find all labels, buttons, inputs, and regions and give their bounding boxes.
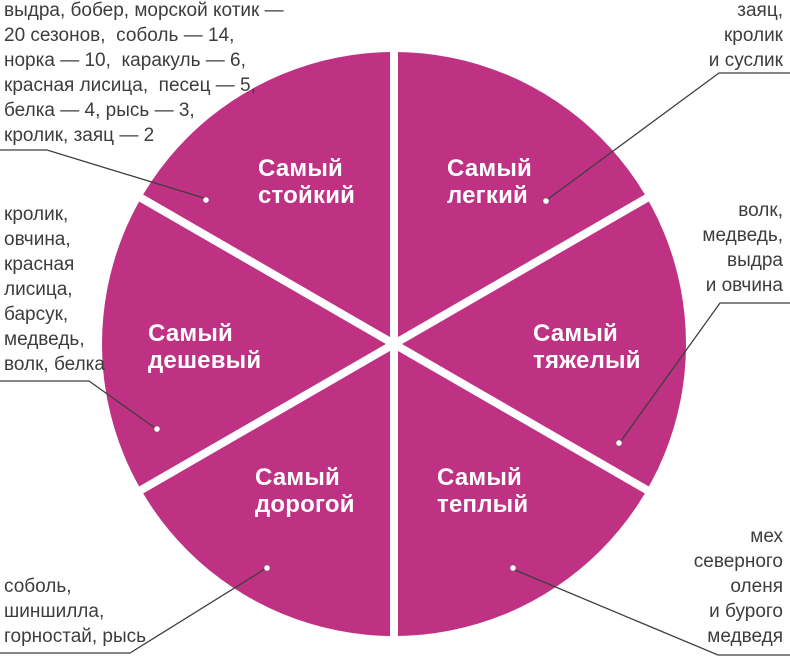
sector-label-line: Самый [255,464,340,491]
sector-label-line: Самый [437,464,522,491]
callout-dot-stoikiy [202,196,210,204]
annotation-line: барсук, [4,304,69,325]
sector-label-teplyi: Самый теплый [437,464,528,518]
leader-line-teplyi [514,569,790,656]
leader-line-stoikiy [0,149,205,199]
callout-dot-teplyi [509,564,517,572]
sector-label-line: Самый [533,320,618,347]
sector-divider-2 [392,194,649,348]
annotation-line: кролик, [4,204,69,225]
annotation-tyazhelyi: волк, медведь, выдра и овчина [702,198,783,298]
annotation-line: выдра, бобер, морской котик — [4,0,284,21]
annotation-line: красная лисица, песец — 5, [4,75,256,96]
callout-dot-tyazhelyi [615,439,623,447]
annotation-line: кролик, заяц — 2 [4,125,155,146]
annotation-line: и бурого [709,601,783,622]
annotation-line: норка — 10, каракуль — 6, [4,50,246,71]
sector-label-line: Самый [447,155,532,182]
sector-label-line: стойкий [258,182,356,209]
sector-label-line: легкий [447,182,528,209]
annotation-line: шиншилла, [4,601,105,622]
annotation-dorogoi: соболь, шиншилла, горностай, рысь [4,574,146,649]
sector-divider-8 [139,340,396,494]
sector-label-line: дорогой [255,491,355,518]
callout-dot-dorogoi [263,564,271,572]
annotation-deshevyi: кролик, овчина, красная лисица, барсук, … [4,202,105,377]
callout-dot-legkiy [542,197,550,205]
leader-line-dorogoi [0,568,266,654]
leader-line-deshevyi [0,380,156,429]
sector-divider-10 [139,194,396,348]
sector-label-legkiy: Самый легкий [447,155,532,209]
annotation-line: 20 сезонов, соболь — 14, [4,25,235,46]
annotation-line: белка — 4, рысь — 3, [4,100,195,121]
sector-label-line: теплый [437,491,529,518]
annotation-line: волк, [738,200,783,221]
sector-label-line: Самый [258,155,343,182]
annotation-line: медведь, [702,225,783,246]
annotation-line: северного [693,551,783,572]
annotation-line: овчина, [4,229,71,250]
annotation-line: медведь, [4,329,85,350]
annotation-line: оленя [730,576,783,597]
annotation-line: горностай, рысь [4,626,147,647]
annotation-line: кролик [723,25,783,46]
sector-label-line: тяжелый [533,347,641,374]
sector-label-dorogoi: Самый дорогой [255,464,355,518]
annotation-line: и овчина [705,275,783,296]
annotation-line: соболь, [4,576,72,597]
sector-label-tyazhelyi: Самый тяжелый [533,320,641,374]
annotation-line: и суслик [708,50,783,71]
sector-label-line: дешевый [148,347,262,374]
sector-divider-4 [392,340,649,494]
annotation-line: медведя [707,626,783,647]
sector-label-deshevyi: Самый дешевый [148,320,261,374]
sector-label-line: Самый [148,320,233,347]
sector-label-stoikiy: Самый стойкий [258,155,355,209]
annotation-line: заяц, [737,0,783,21]
callout-dot-deshevyi [153,425,161,433]
annotation-line: красная [4,254,75,275]
leader-line-tyazhelyi [620,302,790,442]
annotation-line: лисица, [4,279,73,300]
leader-line-legkiy [547,72,790,200]
annotation-stoikiy: выдра, бобер, морской котик — 20 сезонов… [4,0,284,148]
annotation-line: мех [750,526,783,547]
annotation-line: выдра [727,250,783,271]
annotation-line: волк, белка [4,354,105,375]
annotation-legkiy: заяц, кролик и суслик [709,0,783,73]
annotation-teplyi: мех северного оленя и бурого медведя [694,524,783,649]
